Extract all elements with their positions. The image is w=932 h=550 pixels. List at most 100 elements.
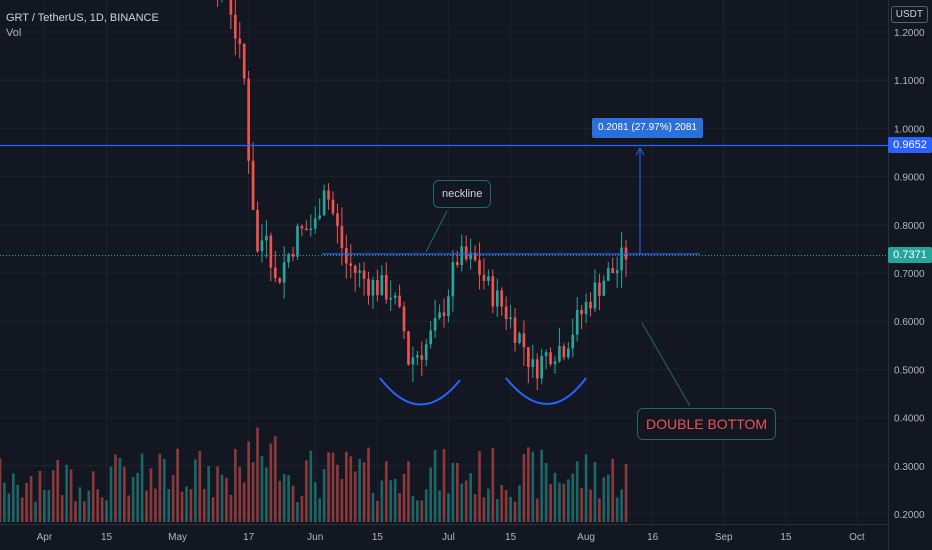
candle-body (606, 268, 610, 281)
candle-body (575, 309, 579, 335)
candle-body (327, 190, 330, 200)
volume-bar (34, 501, 37, 522)
candle-body (504, 306, 508, 320)
candle-body (549, 352, 552, 365)
volume-bar (136, 472, 139, 522)
candle-body (273, 267, 277, 279)
candle-body (562, 346, 566, 358)
volume-bar (167, 489, 171, 522)
candle-body (300, 226, 304, 229)
candle-body (455, 262, 459, 266)
volume-bar (154, 488, 157, 522)
candle-body (242, 43, 246, 79)
neckline-callout[interactable]: neckline (433, 180, 492, 208)
volume-bar (69, 469, 73, 522)
candle-body (518, 333, 521, 343)
candle-body (313, 218, 317, 229)
volume-bar (531, 451, 535, 522)
measure-label[interactable]: 0.2081 (27.97%) 2081 (592, 118, 703, 138)
candle-body (464, 246, 468, 260)
volume-bar (535, 498, 539, 522)
volume-bar (584, 454, 588, 522)
volume-bar (29, 476, 33, 522)
candle-body (495, 290, 499, 307)
volume-bar (87, 490, 91, 522)
volume-bar (309, 450, 313, 522)
volume-bar (300, 496, 304, 522)
candle-body (571, 334, 575, 349)
candle-body (593, 282, 597, 309)
volume-bar (291, 485, 295, 522)
volume-bar (380, 480, 384, 522)
volume-bar (402, 473, 406, 522)
volume-bar (0, 458, 2, 522)
volume-bar (464, 480, 468, 522)
volume-bar (398, 493, 401, 522)
symbol-title: GRT / TetherUS, 1D, BINANCE (6, 12, 159, 24)
x-tick-label: Apr (37, 532, 53, 543)
double-bottom-callout[interactable]: DOUBLE BOTTOM (637, 408, 777, 440)
volume-bar (407, 461, 410, 522)
candle-body (491, 276, 495, 307)
volume-bar (522, 453, 526, 522)
x-tick-label: 15 (505, 532, 517, 543)
volume-bar (393, 479, 397, 522)
volume-bar (411, 496, 415, 522)
candle-body (331, 199, 335, 214)
volume-bar (56, 459, 60, 522)
x-tick-label: 15 (372, 532, 384, 543)
volume-bar (615, 497, 619, 522)
candle-body (509, 317, 512, 320)
volume-bar (611, 458, 615, 522)
volume-bar (114, 454, 117, 522)
candle-body (584, 301, 588, 315)
candle-body (566, 348, 570, 358)
volume-bar (416, 500, 419, 522)
volume-bar (451, 463, 455, 522)
candle-body (238, 38, 242, 44)
double-bottom-pointer (641, 322, 691, 407)
volume-bar (105, 500, 108, 522)
candle-body (558, 346, 561, 362)
y-tick-label: 0.7000 (894, 269, 925, 280)
volume-bar (38, 470, 42, 522)
volume-bar (3, 482, 6, 522)
time-axis-bg (0, 524, 888, 550)
volume-bar (247, 441, 250, 522)
target-price-tag: 0.9652 (888, 137, 932, 153)
volume-bar (194, 459, 197, 522)
candle-body (322, 190, 326, 216)
volume-bar (367, 447, 370, 522)
currency-badge[interactable]: USDT (890, 6, 928, 23)
first-bottom-arc (379, 377, 461, 406)
candle-body (447, 296, 450, 317)
current-price-tag: 0.7371 (888, 247, 932, 263)
volume-bar (540, 449, 544, 522)
volume-bar (118, 457, 122, 522)
drawings (0, 144, 888, 407)
x-tick-label: Oct (849, 532, 865, 543)
candle-body (598, 282, 601, 296)
y-tick-label: 0.5000 (894, 365, 925, 376)
volume-bar (433, 449, 437, 522)
volume-bar (389, 480, 393, 522)
x-tick-label: Jul (442, 532, 455, 543)
volume-bar (455, 463, 459, 522)
x-tick-label: 17 (243, 532, 255, 543)
candle-body (451, 262, 455, 297)
candle-body (380, 275, 384, 296)
candle-body (358, 270, 361, 273)
x-tick-label: Jun (307, 532, 323, 543)
candle-body (371, 279, 375, 296)
volume-bar (549, 484, 552, 522)
volume-bar (353, 471, 357, 522)
price-axis-bg (888, 0, 932, 550)
candle-body (615, 270, 619, 274)
volume-bar (140, 453, 144, 522)
candle-body (376, 279, 379, 296)
volume-bar (566, 479, 570, 522)
volume-bar (420, 500, 424, 522)
candle-body (429, 330, 433, 345)
volume-bar (238, 466, 242, 522)
